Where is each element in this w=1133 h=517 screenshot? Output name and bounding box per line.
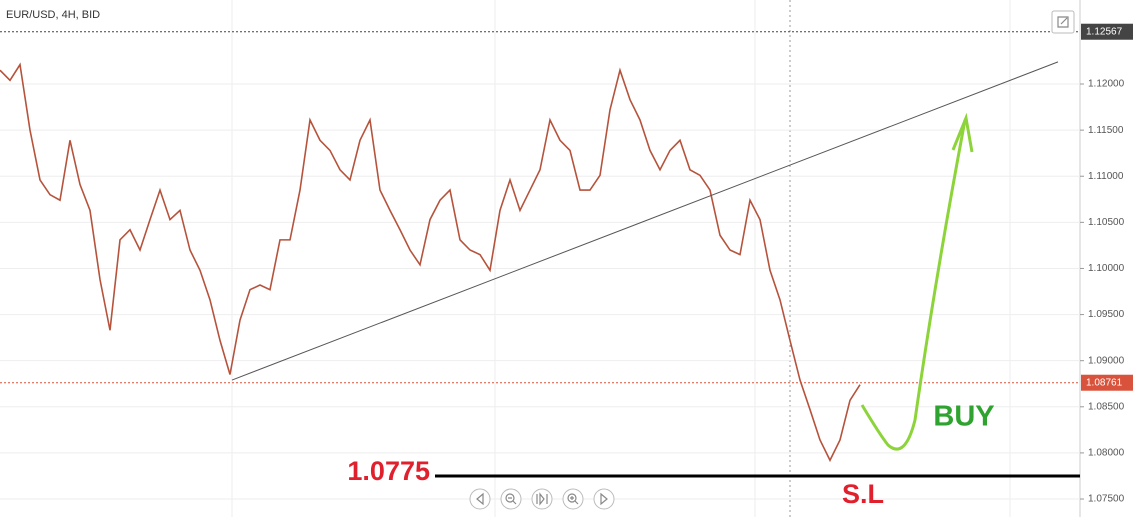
button[interactable] [562,488,584,510]
reset[interactable] [531,488,553,510]
y-tick-label: 1.11000 [1088,171,1124,182]
price-axis: 1.07500 1.08000 1.08500 1.09000 1.09500 1.100… [1080,23,1133,505]
icon [600,492,608,506]
zoom-in[interactable] [562,488,584,510]
button[interactable] [469,488,491,510]
y-tick-label: 1.07500 [1088,494,1125,505]
chart-title: EUR/USD, 4H, BID [6,9,100,21]
expand-icon [1057,16,1069,28]
y-tick-label: 1.10500 [1088,217,1125,228]
buy-arrow [860,119,967,451]
scroll-left[interactable] [469,488,491,510]
scroll-right[interactable] [593,488,615,510]
button[interactable] [500,488,522,510]
price-marker-box [1081,374,1133,391]
expand-button[interactable] [1051,10,1075,34]
y-tick-label: 1.09000 [1088,355,1125,366]
price-marker-label: 1.08761 [1086,377,1123,388]
price-marker-box [1081,23,1133,40]
y-tick-label: 1.08000 [1088,448,1125,459]
zoom-out[interactable] [500,488,522,510]
y-tick-label: 1.11500 [1088,125,1124,136]
buy-arrow-head [951,112,974,153]
price-marker-label: 1.12567 [1086,26,1123,37]
icon [505,493,515,503]
button[interactable] [593,488,615,510]
icon [536,492,548,506]
icon [476,492,484,506]
icon [508,497,517,505]
vertical-grid [231,0,1011,517]
y-tick-label: 1.12000 [1088,79,1125,90]
price-line [0,62,861,463]
plot: 1.0775 S.L BUY [0,31,1080,509]
icon [567,493,577,503]
y-tick-label: 1.08500 [1088,401,1125,412]
grid [0,83,1080,500]
trend-line [231,61,1059,381]
navigation-bar [469,488,615,510]
buy-label: BUY [933,401,994,433]
y-tick-label: 1.09500 [1088,309,1125,320]
button[interactable] [531,488,553,510]
icon [570,496,579,505]
stop-loss-value: 1.0775 [347,456,430,486]
y-tick-label: 1.10000 [1088,263,1125,274]
stop-loss-label: S.L [842,479,884,509]
